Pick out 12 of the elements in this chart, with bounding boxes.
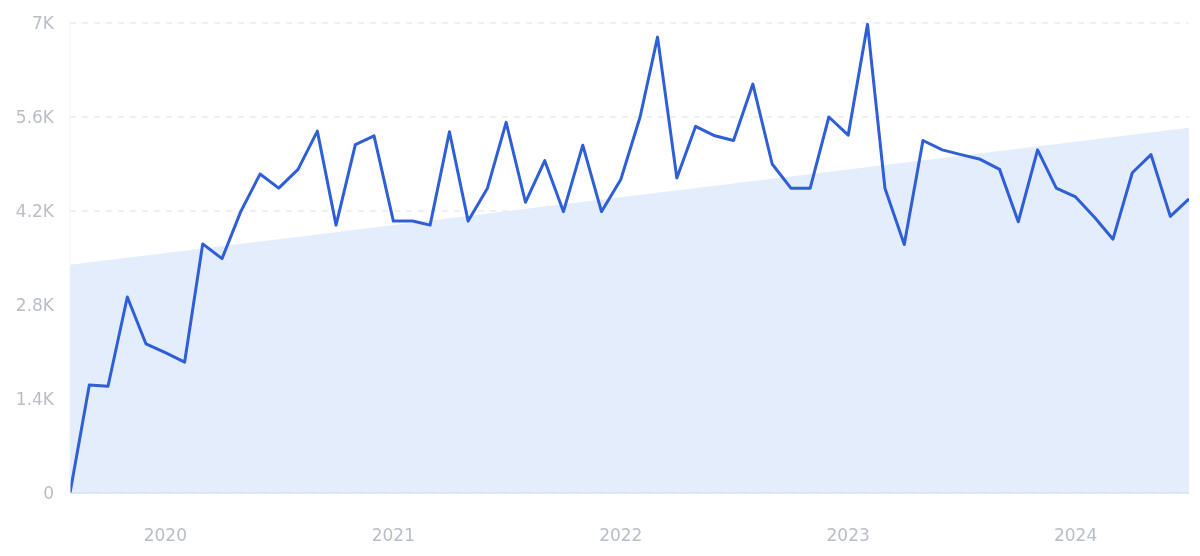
x-tick-label: 2021 — [371, 525, 415, 546]
y-tick-label: 0 — [43, 483, 54, 504]
line-series — [70, 23, 1189, 493]
y-tick-label: 7K — [32, 13, 55, 34]
y-tick-label: 1.4K — [15, 389, 55, 410]
x-tick-label: 2024 — [1053, 525, 1098, 546]
x-tick-label: 2022 — [599, 525, 643, 546]
y-tick-label: 2.8K — [15, 295, 55, 316]
y-tick-label: 4.2K — [15, 201, 55, 222]
x-tick-label: 2023 — [826, 525, 870, 546]
x-tick-label: 2020 — [143, 525, 187, 546]
y-tick-label: 5.6K — [15, 107, 55, 128]
